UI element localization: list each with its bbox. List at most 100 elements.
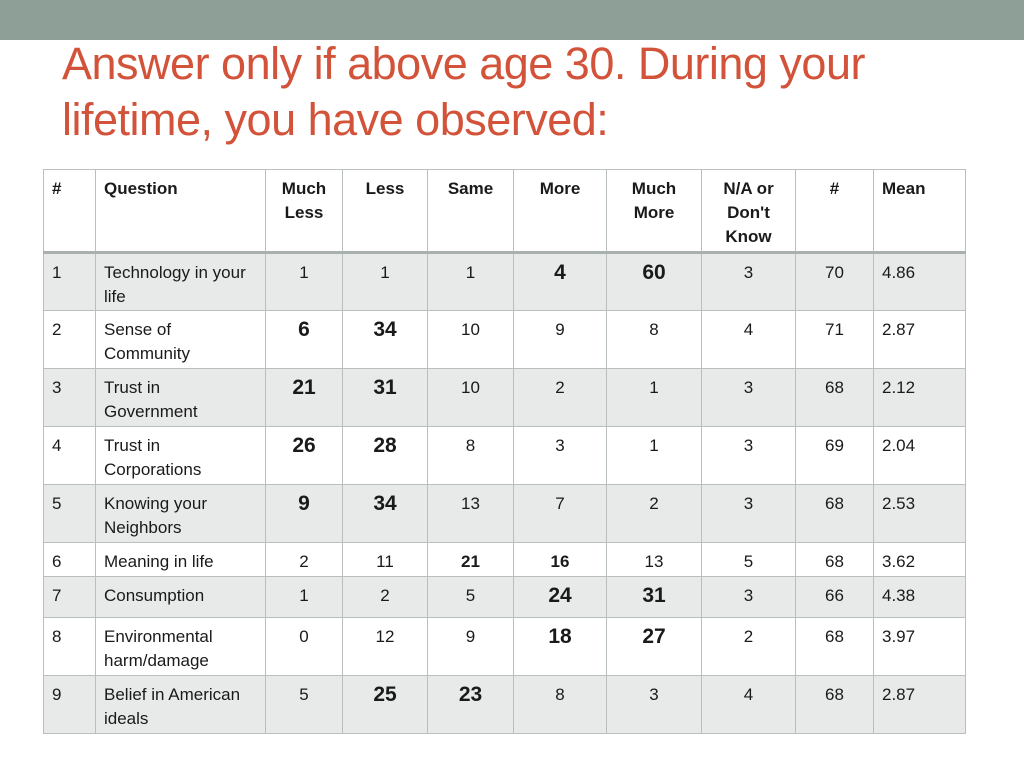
cell-mean: 4.38	[873, 576, 966, 618]
cell-mean: 2.53	[873, 484, 966, 543]
table-row: 1 Technology in your life 1 1 1 4 60 3 7…	[43, 252, 966, 311]
cell-na: 5	[701, 542, 796, 577]
cell-same: 1	[427, 252, 514, 311]
cell-same: 9	[427, 617, 514, 676]
cell-question: Trust in Corporations	[95, 426, 266, 485]
cell-more: 9	[513, 310, 607, 369]
cell-number: 4	[43, 426, 96, 485]
table-row: 3 Trust in Government 21 31 10 2 1 3 68 …	[43, 368, 966, 427]
cell-much-less: 1	[265, 252, 343, 311]
cell-more: 7	[513, 484, 607, 543]
cell-more: 2	[513, 368, 607, 427]
cell-mean: 4.86	[873, 252, 966, 311]
cell-much-more: 27	[606, 617, 702, 676]
cell-much-more: 3	[606, 675, 702, 734]
cell-number: 5	[43, 484, 96, 543]
cell-na: 3	[701, 576, 796, 618]
cell-count: 66	[795, 576, 874, 618]
cell-question: Belief in American ideals	[95, 675, 266, 734]
cell-question: Consumption	[95, 576, 266, 618]
header-much-more: Much More	[606, 169, 702, 254]
cell-much-more: 1	[606, 368, 702, 427]
header-count: #	[795, 169, 874, 254]
cell-mean: 2.87	[873, 675, 966, 734]
cell-much-less: 2	[265, 542, 343, 577]
cell-much-more: 8	[606, 310, 702, 369]
table-row: 2 Sense of Community 6 34 10 9 8 4 71 2.…	[43, 310, 966, 369]
table-row: 6 Meaning in life 2 11 21 16 13 5 68 3.6…	[43, 542, 966, 577]
cell-na: 3	[701, 368, 796, 427]
header-na: N/A or Don't Know	[701, 169, 796, 254]
cell-number: 3	[43, 368, 96, 427]
cell-number: 1	[43, 252, 96, 311]
cell-na: 4	[701, 310, 796, 369]
table-row: 5 Knowing your Neighbors 9 34 13 7 2 3 6…	[43, 484, 966, 543]
cell-less: 31	[342, 368, 428, 427]
cell-question: Trust in Government	[95, 368, 266, 427]
header-number: #	[43, 169, 96, 254]
cell-much-less: 21	[265, 368, 343, 427]
cell-same: 8	[427, 426, 514, 485]
cell-much-more: 31	[606, 576, 702, 618]
cell-less: 34	[342, 310, 428, 369]
cell-much-more: 1	[606, 426, 702, 485]
cell-question: Sense of Community	[95, 310, 266, 369]
cell-count: 71	[795, 310, 874, 369]
header-mean: Mean	[873, 169, 966, 254]
table-row: 8 Environmental harm/damage 0 12 9 18 27…	[43, 617, 966, 676]
cell-count: 68	[795, 675, 874, 734]
cell-much-more: 60	[606, 252, 702, 311]
cell-number: 2	[43, 310, 96, 369]
cell-count: 69	[795, 426, 874, 485]
cell-less: 11	[342, 542, 428, 577]
cell-same: 10	[427, 310, 514, 369]
header-more: More	[513, 169, 607, 254]
cell-number: 9	[43, 675, 96, 734]
cell-question: Knowing your Neighbors	[95, 484, 266, 543]
cell-mean: 2.87	[873, 310, 966, 369]
cell-number: 7	[43, 576, 96, 618]
cell-much-less: 0	[265, 617, 343, 676]
cell-number: 6	[43, 542, 96, 577]
cell-number: 8	[43, 617, 96, 676]
cell-much-less: 9	[265, 484, 343, 543]
cell-na: 4	[701, 675, 796, 734]
cell-less: 28	[342, 426, 428, 485]
header-much-less: Much Less	[265, 169, 343, 254]
table-header-row: # Question Much Less Less Same More Much…	[43, 169, 966, 254]
cell-same: 10	[427, 368, 514, 427]
cell-question: Meaning in life	[95, 542, 266, 577]
cell-more: 18	[513, 617, 607, 676]
cell-much-less: 6	[265, 310, 343, 369]
table-row: 4 Trust in Corporations 26 28 8 3 1 3 69…	[43, 426, 966, 485]
header-less: Less	[342, 169, 428, 254]
cell-same: 13	[427, 484, 514, 543]
cell-less: 25	[342, 675, 428, 734]
cell-na: 3	[701, 252, 796, 311]
cell-more: 16	[513, 542, 607, 577]
cell-count: 68	[795, 368, 874, 427]
cell-count: 68	[795, 617, 874, 676]
cell-count: 68	[795, 542, 874, 577]
cell-same: 5	[427, 576, 514, 618]
table-row: 9 Belief in American ideals 5 25 23 8 3 …	[43, 675, 966, 734]
cell-more: 8	[513, 675, 607, 734]
header-same: Same	[427, 169, 514, 254]
cell-na: 3	[701, 484, 796, 543]
cell-much-more: 2	[606, 484, 702, 543]
cell-mean: 2.04	[873, 426, 966, 485]
cell-much-less: 5	[265, 675, 343, 734]
cell-less: 2	[342, 576, 428, 618]
header-question: Question	[95, 169, 266, 254]
cell-mean: 3.62	[873, 542, 966, 577]
cell-same: 21	[427, 542, 514, 577]
top-accent-bar	[0, 0, 1024, 40]
cell-less: 34	[342, 484, 428, 543]
cell-same: 23	[427, 675, 514, 734]
cell-na: 2	[701, 617, 796, 676]
cell-count: 68	[795, 484, 874, 543]
cell-more: 24	[513, 576, 607, 618]
cell-na: 3	[701, 426, 796, 485]
cell-count: 70	[795, 252, 874, 311]
cell-less: 1	[342, 252, 428, 311]
